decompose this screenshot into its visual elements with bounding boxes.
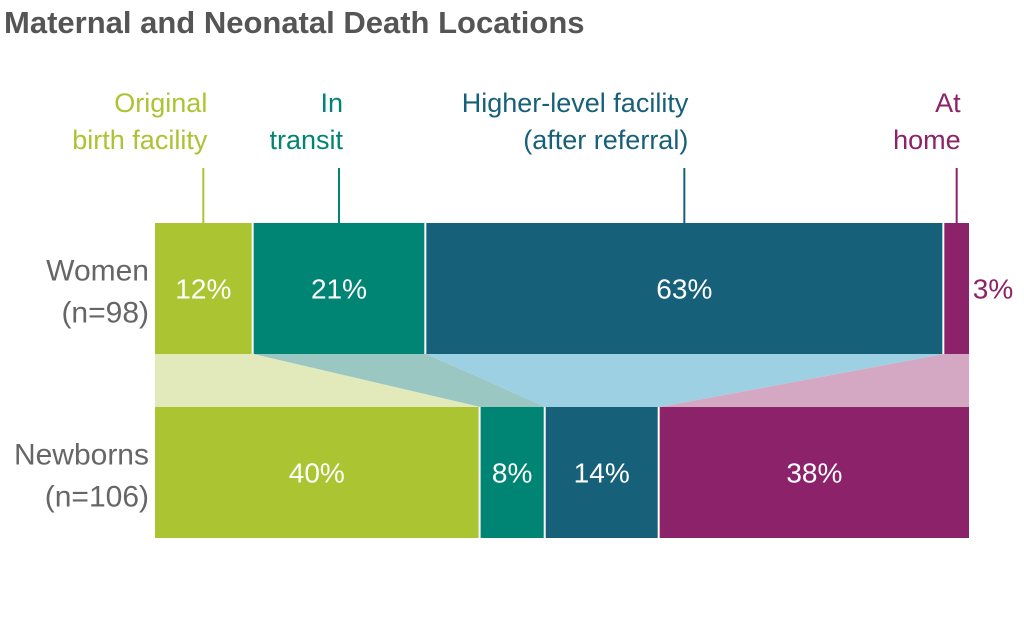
value-label-newborns-1: 8% xyxy=(492,458,532,489)
row-sublabel-women: (n=98) xyxy=(61,297,149,330)
category-label-1-line-0: In xyxy=(320,88,343,118)
bar-newborns-0 xyxy=(155,407,479,538)
category-label-0-line-0: Original xyxy=(114,88,207,118)
value-label-women-2: 63% xyxy=(656,274,712,305)
bar-women-1 xyxy=(253,223,425,354)
connector-band-0 xyxy=(155,354,481,407)
value-label-newborns-0: 40% xyxy=(289,458,345,489)
value-label-newborns-3: 38% xyxy=(786,458,842,489)
category-label-1-line-1: transit xyxy=(269,125,343,155)
row-labels: Women (n=98) Newborns (n=106) xyxy=(14,255,149,514)
connector-bands xyxy=(155,354,969,407)
connector-band-1 xyxy=(253,354,546,407)
value-label-women-1: 21% xyxy=(311,274,367,305)
category-label-2-line-1: (after referral) xyxy=(523,125,688,155)
connector-band-3 xyxy=(659,354,969,407)
category-label-2-line-0: Higher-level facility xyxy=(462,88,689,118)
bar-newborns-2 xyxy=(545,407,658,538)
bar-newborns-3 xyxy=(659,407,969,538)
row-label-newborns: Newborns xyxy=(14,439,149,472)
bar-newborns-1 xyxy=(480,407,544,538)
category-label-3-line-1: home xyxy=(893,125,961,155)
category-labels: Original birth facility In transit Higher-le… xyxy=(72,88,961,223)
value-label-women-3: 3% xyxy=(973,274,1013,305)
stacked-bars: 12% 21% 63% 3% 40% 8% 14% 38% xyxy=(155,223,1013,538)
category-label-0-line-1: birth facility xyxy=(72,125,208,155)
category-label-3-line-0: At xyxy=(935,88,961,118)
value-label-women-0: 12% xyxy=(175,274,231,305)
value-label-newborns-2: 14% xyxy=(574,458,630,489)
row-sublabel-newborns: (n=106) xyxy=(45,481,149,514)
bar-women-3 xyxy=(944,223,969,354)
bar-women-0 xyxy=(155,223,252,354)
chart-title: Maternal and Neonatal Death Locations xyxy=(4,5,585,40)
row-label-women: Women xyxy=(46,255,149,288)
bar-women-2 xyxy=(426,223,943,354)
connector-band-2 xyxy=(426,354,945,407)
